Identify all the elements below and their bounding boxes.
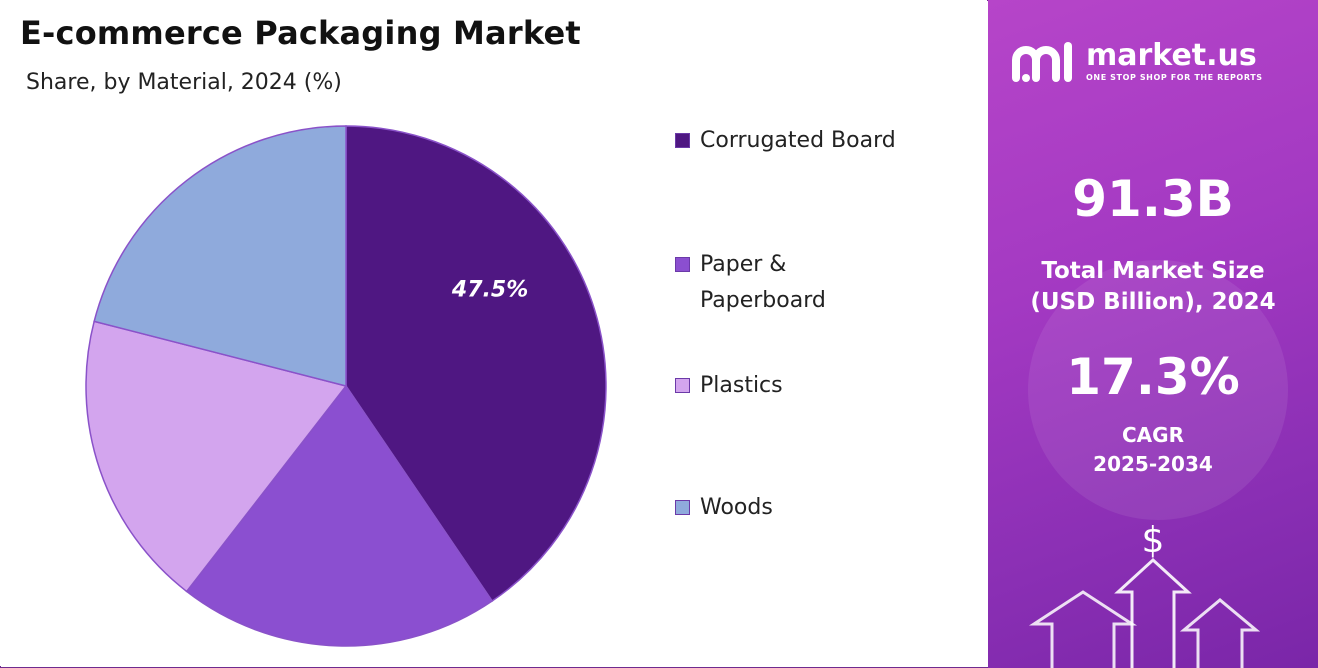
pie-chart: 47.5% [85, 125, 607, 647]
chart-panel: E-commerce Packaging Market Share, by Ma… [20, 14, 900, 647]
brand-logo: market.us ONE STOP SHOP FOR THE REPORTS [1010, 38, 1263, 84]
legend-item-plastics: Plastics [675, 371, 783, 404]
legend-swatch [675, 133, 690, 148]
legend-label: Plastics [700, 373, 783, 398]
legend-swatch [675, 257, 690, 272]
legend-label: Woods [700, 495, 773, 520]
legend-item-corrugated-board: Corrugated Board [675, 126, 896, 159]
legend-swatch [675, 500, 690, 515]
dollar-icon: $ [1142, 520, 1165, 561]
cagr-period: 2025-2034 [1093, 452, 1213, 476]
brand-tagline: ONE STOP SHOP FOR THE REPORTS [1086, 72, 1263, 82]
summary-sidebar: market.us ONE STOP SHOP FOR THE REPORTS … [988, 0, 1318, 668]
chart-subtitle: Share, by Material, 2024 (%) [26, 70, 342, 95]
pie-data-label: 47.5% [451, 278, 528, 303]
legend-item-paper-paperboard: Paper & Paperboard [675, 250, 900, 319]
market-us-logo-icon [1012, 42, 1072, 82]
cagr-label: CAGR [1122, 423, 1184, 447]
market-size-label: Total Market Size (USD Billion), 2024 [1030, 258, 1276, 315]
market-size-value: 91.3B [1072, 170, 1234, 228]
chart-title: E-commerce Packaging Market [20, 14, 581, 52]
cagr-value: 17.3% [1066, 348, 1240, 406]
pie-slice-woods [93, 125, 347, 387]
pie-slice-paper-paperboard [185, 384, 494, 647]
background-glow [1028, 260, 1288, 520]
pie-slice-corrugated-board [345, 125, 607, 603]
legend-label: Corrugated Board [700, 128, 896, 153]
pie-slice-plastics [85, 320, 348, 593]
legend-item-woods: Woods [675, 493, 773, 526]
growth-arrows-icon: $ [1028, 520, 1261, 668]
legend-swatch [675, 378, 690, 393]
brand-name: market.us [1086, 37, 1257, 73]
legend-label: Paper & Paperboard [700, 252, 826, 313]
